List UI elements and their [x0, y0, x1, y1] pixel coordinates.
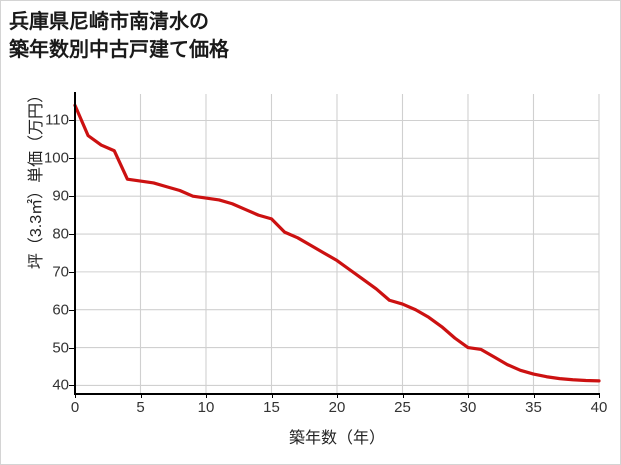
y-tick-mark: [69, 196, 74, 198]
chart-title: 兵庫県尼崎市南清水の 築年数別中古戸建て価格: [9, 11, 229, 62]
x-tick-mark: [402, 394, 404, 398]
x-tick-label: 35: [525, 399, 542, 416]
plot-area: [73, 94, 601, 393]
x-tick-label: 40: [590, 399, 608, 416]
x-tick-mark: [533, 394, 535, 398]
x-tick-label: 20: [328, 399, 346, 416]
y-tick-mark: [69, 385, 74, 387]
x-tick-mark: [271, 394, 273, 398]
data-line-series: [73, 103, 601, 383]
y-tick-mark: [69, 271, 74, 273]
x-axis-label: 築年数（年）: [288, 430, 385, 447]
x-tick-label: 25: [394, 399, 411, 416]
x-tick-label: 10: [197, 399, 215, 416]
x-tick-label: 15: [263, 399, 280, 416]
y-axis-spine: [74, 92, 76, 395]
y-tick-label: 70: [52, 263, 69, 281]
y-tick-mark: [69, 347, 74, 349]
y-axis-label: 坪（3.3㎡）単価（万円）: [28, 86, 45, 270]
y-tick-label: 40: [52, 376, 69, 394]
x-tick-label: 0: [70, 399, 80, 416]
y-axis-tick-labels: 40 50 60 70 80 90 100 110: [33, 94, 74, 394]
x-tick-mark: [468, 394, 469, 398]
x-tick-mark: [599, 394, 600, 398]
x-tick-mark: [337, 394, 338, 398]
x-tick-mark: [75, 394, 76, 398]
y-tick-label: 110: [45, 111, 69, 129]
x-tick-mark: [140, 394, 142, 398]
gridlines: [74, 94, 600, 393]
y-tick-label: 80: [52, 225, 69, 243]
y-tick-label: 90: [52, 187, 69, 205]
x-tick-label: 30: [459, 399, 477, 416]
x-tick-mark: [206, 394, 207, 398]
y-tick-mark: [69, 158, 74, 160]
y-tick-mark: [69, 234, 74, 236]
y-tick-label: 60: [52, 301, 69, 319]
y-tick-label: 50: [52, 339, 69, 357]
y-tick-mark: [69, 309, 74, 311]
x-tick-label: 5: [136, 399, 145, 416]
x-axis-tick-labels: 0 5 10 15 20 25 30 35 40: [71, 394, 607, 421]
y-tick-mark: [69, 120, 74, 122]
y-tick-label: 100: [43, 149, 69, 167]
